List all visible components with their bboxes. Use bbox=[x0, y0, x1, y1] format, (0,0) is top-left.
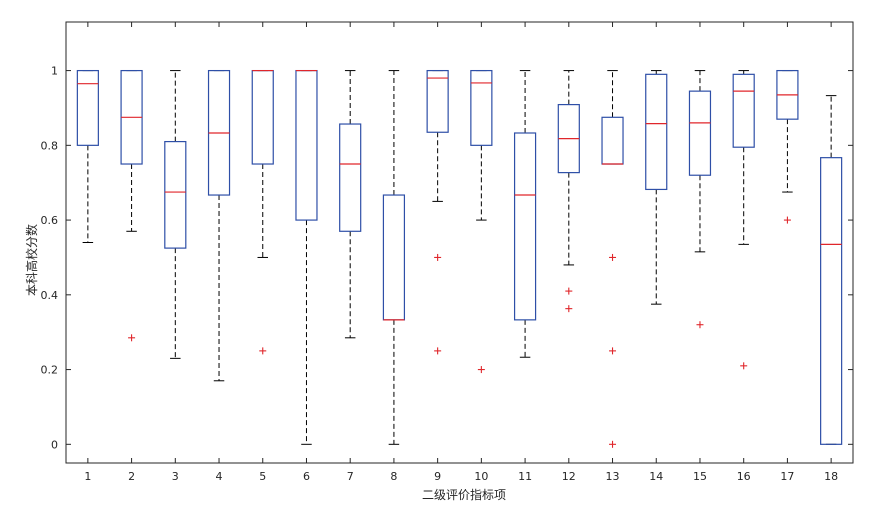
outlier-marker bbox=[565, 287, 573, 295]
outlier-marker bbox=[565, 305, 573, 313]
x-tick-label: 13 bbox=[606, 470, 620, 483]
box-6 bbox=[295, 69, 318, 445]
box-10 bbox=[470, 69, 493, 374]
box-18 bbox=[820, 95, 843, 445]
box-2 bbox=[120, 69, 143, 342]
x-tick-label: 10 bbox=[474, 470, 488, 483]
x-tick-label: 6 bbox=[303, 470, 310, 483]
iqr-box bbox=[426, 69, 449, 133]
x-tick-label: 12 bbox=[562, 470, 576, 483]
y-axis-title: 本科高校分数 bbox=[24, 224, 39, 296]
iqr-box bbox=[295, 69, 318, 221]
iqr-box bbox=[164, 140, 187, 249]
outlier-marker bbox=[477, 366, 485, 374]
outlier-marker bbox=[128, 334, 136, 342]
y-tick-label: 0.8 bbox=[41, 139, 59, 152]
x-tick-label: 2 bbox=[128, 470, 135, 483]
box-1 bbox=[76, 69, 99, 243]
x-tick-label: 18 bbox=[824, 470, 838, 483]
iqr-box bbox=[645, 73, 668, 191]
box-11 bbox=[513, 70, 537, 358]
box-17 bbox=[776, 69, 799, 224]
x-tick-label: 5 bbox=[259, 470, 266, 483]
iqr-box bbox=[601, 116, 624, 165]
x-tick-label: 7 bbox=[347, 470, 354, 483]
x-tick-label: 3 bbox=[172, 470, 179, 483]
iqr-box bbox=[251, 69, 274, 165]
box-12 bbox=[557, 70, 580, 313]
outlier-marker bbox=[609, 253, 617, 261]
x-tick-label: 9 bbox=[434, 470, 441, 483]
iqr-box bbox=[470, 69, 493, 146]
box-9 bbox=[426, 69, 449, 355]
iqr-box bbox=[820, 157, 843, 445]
iqr-box bbox=[688, 90, 712, 176]
outlier-marker bbox=[609, 440, 617, 448]
outlier-marker bbox=[434, 347, 442, 355]
y-axis: 0 0.2 0.4 0.6 0.8 1 bbox=[41, 65, 853, 451]
outlier-marker bbox=[696, 321, 704, 329]
y-tick-label: 0.6 bbox=[41, 214, 59, 227]
x-tick-label: 15 bbox=[693, 470, 707, 483]
y-tick-label: 0 bbox=[51, 438, 58, 451]
box-8 bbox=[382, 70, 406, 445]
x-tick-label: 14 bbox=[649, 470, 663, 483]
box-16 bbox=[732, 70, 755, 370]
box-7 bbox=[339, 70, 362, 339]
y-tick-label: 1 bbox=[51, 65, 58, 78]
iqr-box bbox=[339, 123, 362, 232]
y-tick-label: 0.2 bbox=[41, 364, 59, 377]
iqr-box bbox=[76, 69, 99, 146]
box-4 bbox=[207, 69, 231, 382]
x-axis-title: 二级评价指标项 bbox=[422, 487, 506, 502]
outlier-marker bbox=[783, 216, 791, 224]
y-tick-label: 0.4 bbox=[41, 289, 59, 302]
outlier-marker bbox=[740, 362, 748, 370]
iqr-box bbox=[382, 194, 406, 321]
outlier-marker bbox=[434, 253, 442, 261]
x-tick-label: 8 bbox=[390, 470, 397, 483]
box-14 bbox=[645, 70, 668, 305]
box-5 bbox=[251, 69, 274, 355]
outlier-marker bbox=[259, 347, 267, 355]
x-tick-label: 4 bbox=[216, 470, 223, 483]
x-tick-label: 17 bbox=[780, 470, 794, 483]
iqr-box bbox=[732, 73, 755, 148]
box-15 bbox=[688, 70, 712, 329]
plot-frame bbox=[65, 21, 854, 464]
x-tick-label: 16 bbox=[737, 470, 751, 483]
plot-area-border bbox=[65, 21, 854, 464]
outlier-marker bbox=[609, 347, 617, 355]
boxes bbox=[76, 69, 843, 448]
x-axis: 1 2 3 4 5 6 7 8 9 10 11 12 13 14 15 16 17 18 bbox=[84, 22, 838, 483]
x-tick-label: 11 bbox=[518, 470, 532, 483]
x-tick-label: 1 bbox=[84, 470, 91, 483]
box-3 bbox=[164, 70, 187, 359]
box-13 bbox=[601, 70, 624, 448]
iqr-box bbox=[513, 132, 537, 321]
